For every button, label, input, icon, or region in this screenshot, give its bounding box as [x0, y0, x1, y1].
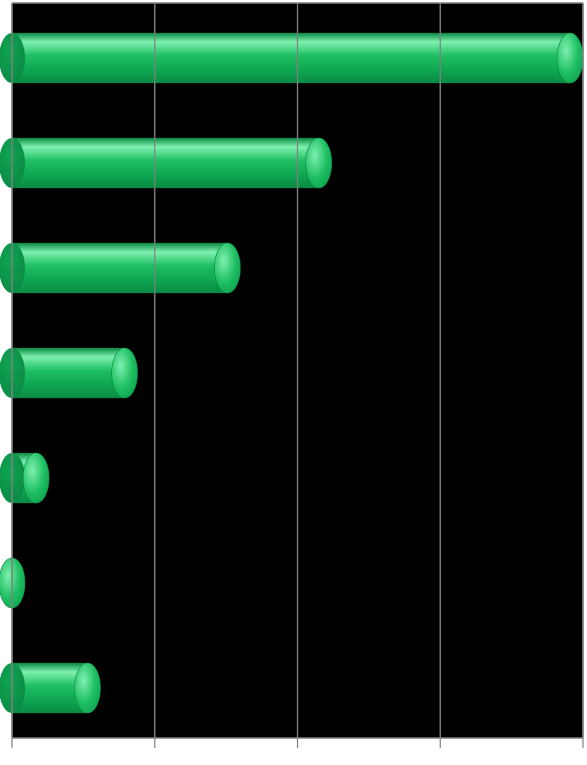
bar-chart-3d	[0, 0, 587, 765]
bar	[0, 243, 240, 293]
bar	[0, 453, 49, 503]
bar	[0, 138, 332, 188]
chart-svg	[0, 0, 587, 765]
bar	[0, 33, 583, 83]
bar	[0, 348, 138, 398]
bar	[0, 663, 101, 713]
